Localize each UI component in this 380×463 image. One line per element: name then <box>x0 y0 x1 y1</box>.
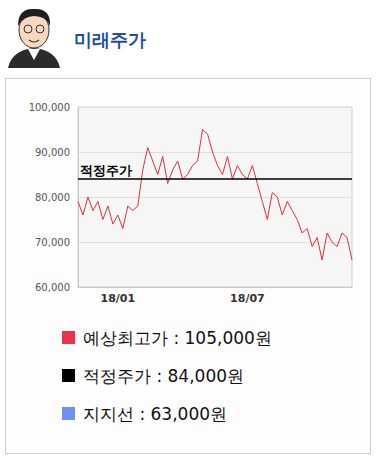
html-text:미래주가: 미래주가 <box>74 29 146 50</box>
html-text:예상최고가 : 105,000원: 예상최고가 : 105,000원 <box>83 328 272 348</box>
svg-text:18/01: 18/01 <box>101 292 136 305</box>
svg-text:90,000: 90,000 <box>35 147 70 158</box>
svg-text:18/07: 18/07 <box>230 292 265 305</box>
svg-text:100,000: 100,000 <box>29 102 70 113</box>
html-text:적정주가 : 84,000원: 적정주가 : 84,000원 <box>83 366 244 386</box>
svg-text:적정주가: 적정주가 <box>80 163 132 178</box>
svg-text:60,000: 60,000 <box>35 282 70 293</box>
svg-text:80,000: 80,000 <box>35 192 70 203</box>
html-text:지지선 : 63,000원: 지지선 : 63,000원 <box>83 404 227 424</box>
svg-text:70,000: 70,000 <box>35 237 70 248</box>
